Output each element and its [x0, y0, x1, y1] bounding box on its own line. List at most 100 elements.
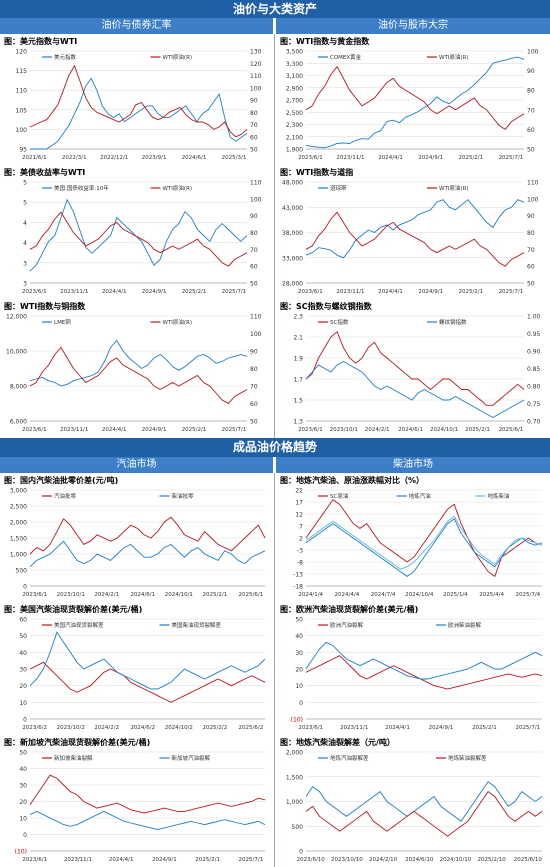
- legend-label: WTI原油(R): [439, 184, 469, 192]
- x-tick-label: 2024/10/1: [165, 592, 193, 598]
- y2-tick-label: 90: [527, 213, 535, 220]
- series-line-0: [305, 330, 525, 406]
- chart-svg: 1,900 2,100 2,300 2,500 2,700 2,900 3,100 3,300…: [286, 49, 539, 162]
- y-tick-label: 1.7: [293, 377, 303, 384]
- y-tick-label: 10,000: [6, 349, 27, 356]
- x-tick-label: 2025/7/4: [515, 592, 540, 598]
- y-tick-label: 1.3: [293, 419, 303, 426]
- series-line-0: [305, 498, 543, 578]
- series-line-1: [29, 64, 248, 138]
- x-tick-label: 2023/6/1: [298, 427, 323, 433]
- chart-svg: 1.3 1.5 1.7 1.9 2.1 2.3 0.70 0.75 0.80 0.85 0.90 0.…: [293, 314, 541, 434]
- x-tick-label: 2023/6/1: [298, 725, 323, 731]
- y-tick-label: 2,900: [286, 85, 303, 92]
- y-tick-label: -3: [297, 548, 303, 555]
- y-tick-label: 50: [295, 617, 303, 624]
- x-tick-label: 2023/11/1: [60, 289, 88, 295]
- x-tick-label: 2023/6/1: [22, 289, 47, 295]
- legend-label: 欧洲汽油裂解: [330, 621, 364, 629]
- chart-title: 图：美元指数与WTI: [4, 37, 78, 46]
- y-tick-label: 17: [295, 500, 303, 507]
- y2-tick-label: 0.70: [527, 419, 541, 426]
- x-tick-label: 2023/6/2: [22, 725, 47, 731]
- y-tick-label: 5: [23, 180, 27, 187]
- y2-tick-label: 90: [250, 349, 258, 356]
- x-tick-label: 2023/11/1: [64, 857, 92, 863]
- chart-panel-c8: 图：地炼汽柴油、原油涨跌幅对比（%） -18 -13 -8 -3 2 7 12 17 22 2024…: [276, 474, 550, 602]
- chart-title: 图：WTI指数与黄金指数: [280, 37, 370, 46]
- y-tick-label: 33,000: [282, 255, 303, 262]
- y2-tick-label: 110: [527, 180, 539, 187]
- series-line-0: [29, 661, 266, 703]
- legend-label: 美国:国债收益率:10年: [54, 184, 109, 192]
- y-tick-label: 1,500: [286, 774, 303, 781]
- y-tick-label: 50: [19, 633, 27, 640]
- x-tick-label: 2025/7/1: [222, 289, 247, 295]
- y-tick-label: 7: [299, 524, 303, 531]
- chart-title: 图：地炼汽柴油、原油涨跌幅对比（%）: [280, 476, 425, 485]
- x-tick-label: 2023/6/1: [22, 427, 47, 433]
- y-tick-label: -8: [297, 560, 303, 567]
- series-line-0: [29, 339, 248, 387]
- y-tick-label: 20: [295, 667, 303, 674]
- y2-tick-label: 70: [527, 107, 535, 114]
- chart-title: 图：欧洲汽柴油现货裂解价差(美元/桶): [280, 605, 419, 614]
- y-tick-label: 6,000: [10, 419, 27, 426]
- y-tick-label: 50: [19, 750, 27, 757]
- series-line-1: [29, 540, 266, 568]
- chart-title: 图：美债收益率与WTI: [4, 168, 86, 177]
- x-tick-label: 2024/9/1: [418, 155, 443, 161]
- y-tick-label: 2.3: [293, 314, 303, 321]
- x-tick-label: 2023/11/1: [60, 427, 88, 433]
- y-tick-label: 30: [295, 650, 303, 657]
- y2-tick-label: 110: [250, 73, 262, 80]
- y2-tick-label: 60: [527, 127, 535, 134]
- y2-tick-label: 60: [527, 264, 535, 271]
- y-tick-label: 120: [16, 49, 28, 56]
- y2-tick-label: 110: [250, 180, 262, 187]
- legend-label: 新加坡汽油裂解: [172, 754, 211, 762]
- legend-label: WTI原油(R): [439, 53, 469, 61]
- chart-title: 图：新加坡汽柴油现货裂解价差(美元/桶): [4, 738, 151, 747]
- x-tick-label: 2024/4/1: [102, 427, 127, 433]
- chart-svg: 6,000 8,000 10,000 12,000 50 60 70 80 90 100 110 20…: [6, 314, 262, 434]
- y-tick-label: 12,000: [6, 314, 27, 321]
- y-tick-label: 40: [295, 633, 303, 640]
- y-tick-label: 1.5: [293, 398, 303, 405]
- y-tick-label: 3,000: [10, 488, 27, 495]
- y-tick-label: -13: [293, 572, 303, 579]
- y2-tick-label: 0.85: [527, 366, 541, 373]
- chart-panel-c4: 图：WTI指数与道指 28,000 33,000 38,000 43,000 48,000…: [276, 166, 550, 299]
- legend-label: 美元指数: [54, 53, 77, 61]
- y-tick-label: 1,000: [10, 552, 27, 559]
- x-tick-label: 2024/9/1: [429, 725, 454, 731]
- y2-tick-label: 1.00: [527, 314, 541, 321]
- y-tick-label: 30: [19, 667, 27, 674]
- x-tick-label: 2025/2/1: [182, 289, 207, 295]
- x-tick-label: 2024/9/1: [142, 289, 167, 295]
- x-tick-label: 2024/4/4: [335, 592, 360, 598]
- x-tick-label: 2024/6/1: [182, 155, 207, 161]
- x-tick-label: 2024/2/2: [94, 725, 119, 731]
- center-divider-top: [274, 34, 275, 438]
- chart-title: 图：SC指数与螺纹钢指数: [280, 302, 372, 311]
- subheader-diesel-market: 柴油市场: [276, 457, 550, 473]
- y-tick-label: 1,500: [10, 536, 27, 543]
- chart-panel-c10: 图：欧洲汽柴油现货裂解价差(美元/桶) (10) 0 10 20 30 40 50 2023/6…: [276, 603, 550, 735]
- y-tick-label: 500: [292, 824, 304, 831]
- chart-panel-c12: 图：地炼汽柴油裂解差（元/吨） 0 500 1,000 1,500 2,000 2023/6…: [276, 736, 550, 867]
- y-tick-label: 115: [16, 68, 28, 75]
- y2-tick-label: 0.75: [527, 401, 541, 408]
- y2-tick-label: 0.95: [527, 331, 541, 338]
- chart-panel-c6: 图：SC指数与螺纹钢指数 1.3 1.5 1.7 1.9 2.1 2.3 0.70 0.75 0.…: [276, 300, 550, 437]
- x-tick-label: 2023/6/1: [298, 155, 323, 161]
- subheader-oil-stocks-commodities: 油价与股市大宗: [276, 18, 550, 34]
- series-line-1: [305, 641, 543, 680]
- legend-label: COMEX黄金: [330, 53, 362, 61]
- y-tick-label: 3: [23, 260, 27, 267]
- y-tick-label: 500: [16, 568, 28, 575]
- legend-label: 地炼柴油裂解差: [448, 754, 487, 762]
- x-tick-label: 2024/4/1: [378, 289, 403, 295]
- x-tick-label: 2025/7/1: [499, 155, 524, 161]
- y-tick-label: 40: [19, 766, 27, 773]
